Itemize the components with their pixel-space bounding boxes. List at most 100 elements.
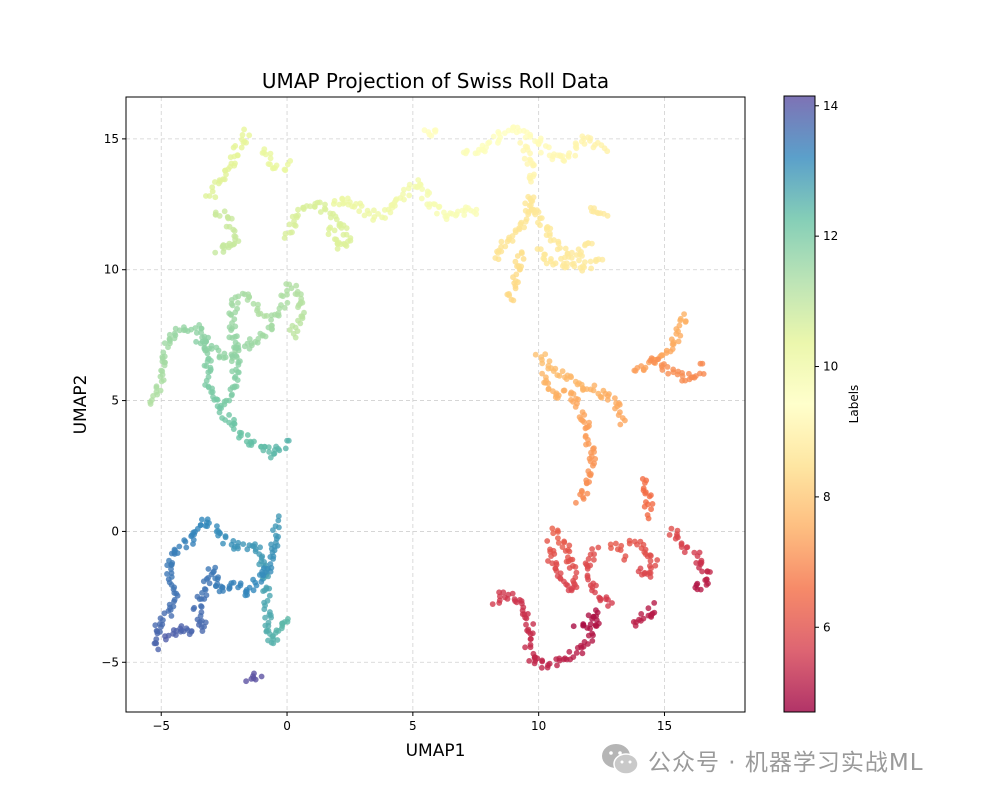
scatter-point (211, 397, 218, 403)
scatter-point (539, 658, 546, 665)
plot-frame (125, 96, 746, 713)
scatter-point (524, 144, 530, 151)
scatter-point (642, 480, 648, 486)
scatter-point (566, 565, 573, 571)
scatter-point (537, 215, 543, 222)
scatter-point (230, 538, 237, 544)
scatter-point (502, 243, 509, 250)
scatter-point (285, 437, 292, 444)
scatter-point (590, 144, 597, 151)
scatter-point (244, 432, 251, 438)
scatter-point (239, 136, 245, 143)
scatter-point (225, 244, 232, 251)
scatter-point (232, 160, 238, 167)
scatter-point (268, 541, 274, 548)
colorbar-tick-label: 6 (823, 620, 831, 634)
scatter-point (268, 614, 274, 621)
scatter-point (282, 230, 289, 237)
scatter-point (654, 557, 661, 563)
scatter-point (585, 556, 592, 562)
scatter-point (235, 545, 241, 552)
scatter-point (582, 259, 588, 265)
scatter-point (523, 621, 529, 628)
scatter-point (531, 660, 538, 667)
scatter-point (332, 236, 338, 243)
scatter-point (222, 167, 228, 174)
scatter-point (260, 565, 267, 572)
scatter-point (366, 210, 373, 217)
scatter-point (565, 587, 572, 594)
scatter-point (222, 354, 229, 361)
scatter-point (676, 322, 683, 329)
scatter-point (406, 181, 413, 188)
scatter-point (298, 313, 305, 320)
scatter-point (677, 332, 684, 339)
scatter-point (498, 244, 504, 250)
scatter-point (679, 370, 685, 376)
x-tick-label: 15 (657, 719, 672, 733)
scatter-point (591, 382, 598, 389)
scatter-point (152, 622, 159, 629)
scatter-point (622, 417, 628, 424)
scatter-point (209, 188, 216, 195)
y-tick-label: 5 (111, 394, 119, 408)
scatter-point (562, 245, 569, 252)
scatter-point (293, 213, 299, 219)
scatter-point (174, 550, 181, 556)
scatter-point (592, 622, 599, 628)
scatter-point (609, 600, 615, 606)
scatter-point (559, 368, 566, 375)
scatter-point (281, 166, 288, 173)
scatter-point (696, 549, 703, 556)
scatter-point (236, 434, 242, 441)
scatter-point (287, 229, 293, 236)
scatter-point (651, 609, 658, 616)
scatter-point (638, 611, 645, 617)
scatter-point (605, 596, 611, 603)
scatter-point (204, 358, 211, 365)
scatter-point (258, 558, 265, 565)
scatter-point (389, 204, 396, 211)
scatter-point (221, 398, 228, 405)
scatter-point (222, 534, 229, 541)
scatter-point (287, 327, 293, 333)
scatter-point (260, 588, 266, 594)
scatter-point (353, 201, 359, 207)
scatter-point (522, 134, 529, 141)
scatter-point (205, 369, 212, 376)
scatter-point (555, 392, 562, 399)
scatter-point (153, 383, 160, 390)
scatter-point (531, 209, 537, 216)
scatter-point (246, 294, 253, 300)
scatter-point (193, 338, 200, 345)
scatter-point (539, 360, 546, 367)
scatter-point (564, 250, 571, 257)
scatter-point (270, 527, 276, 533)
scatter-point (382, 215, 388, 221)
scatter-point (570, 623, 577, 630)
scatter-point (598, 394, 605, 401)
scatter-point (522, 644, 528, 651)
scatter-point (270, 640, 277, 647)
scatter-point (331, 227, 338, 234)
scatter-point (267, 161, 273, 168)
scatter-point (269, 322, 275, 329)
scatter-point (561, 387, 568, 394)
scatter-point (165, 632, 172, 639)
scatter-point (205, 566, 212, 572)
scatter-point (570, 260, 577, 267)
scatter-point (251, 670, 257, 677)
scatter-point (229, 353, 236, 359)
scatter-point (339, 195, 346, 202)
scatter-point (587, 621, 594, 628)
scatter-point (589, 638, 596, 644)
scatter-point (274, 637, 281, 643)
scatter-point (604, 212, 611, 219)
scatter-point (426, 204, 432, 210)
scatter-point (516, 226, 523, 233)
scatter-point (215, 347, 222, 354)
scatter-point (149, 397, 155, 403)
scatter-point (221, 208, 228, 215)
colorbar-tick-label: 8 (823, 490, 831, 504)
scatter-point (652, 562, 659, 569)
